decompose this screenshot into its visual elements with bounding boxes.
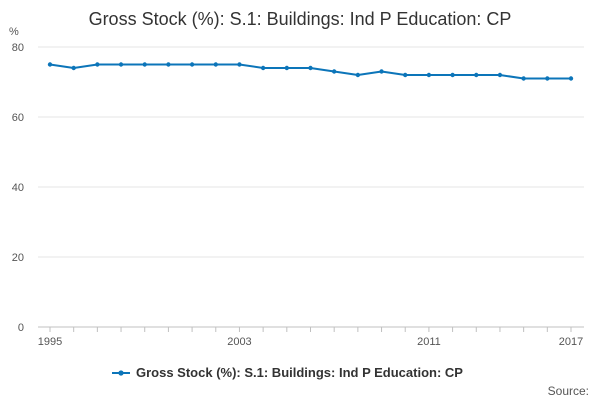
data-point-2009[interactable]	[379, 69, 384, 74]
data-point-2013[interactable]	[474, 72, 479, 78]
data-point-2007[interactable]	[331, 69, 337, 74]
data-point-2002[interactable]	[213, 62, 218, 67]
data-point-1995[interactable]	[47, 62, 53, 67]
y-tick-label-0: 0	[18, 322, 24, 334]
data-point-2004[interactable]	[260, 65, 266, 71]
data-point-1996[interactable]	[71, 65, 76, 71]
data-point-2005[interactable]	[284, 65, 290, 71]
data-point-2000[interactable]	[166, 62, 171, 67]
data-point-2011[interactable]	[426, 72, 432, 78]
x-tick-label-1995: 1995	[38, 336, 62, 348]
x-tick-label-2017: 2017	[559, 336, 583, 348]
data-point-2008[interactable]	[355, 72, 361, 78]
x-tick-label-2003: 2003	[227, 336, 251, 348]
data-point-2014[interactable]	[497, 72, 503, 78]
source-label: Source:	[548, 384, 589, 398]
data-point-2012[interactable]	[450, 72, 455, 78]
data-point-1997[interactable]	[95, 62, 100, 67]
data-point-2003[interactable]	[237, 62, 242, 67]
y-tick-label-80: 80	[12, 42, 24, 54]
legend-point-marker	[118, 370, 124, 376]
data-point-2016[interactable]	[545, 76, 550, 81]
data-point-2015[interactable]	[521, 76, 526, 81]
data-point-2017[interactable]	[568, 76, 574, 81]
legend-series-label: Gross Stock (%): S.1: Buildings: Ind P E…	[136, 365, 463, 380]
legend[interactable]: Gross Stock (%): S.1: Buildings: Ind P E…	[112, 365, 463, 380]
data-point-2001[interactable]	[189, 62, 195, 67]
data-point-1998[interactable]	[118, 62, 124, 67]
axes: 0 20 40 60 80 1995 2003 2011 2017	[12, 42, 584, 348]
x-tick-label-2011: 2011	[417, 336, 441, 348]
series-group	[47, 62, 574, 81]
y-axis-label: %	[9, 26, 19, 38]
data-point-2010[interactable]	[403, 72, 408, 78]
grid-lines	[38, 46, 584, 258]
y-tick-label-40: 40	[12, 182, 24, 194]
y-tick-label-20: 20	[12, 252, 24, 264]
data-point-2006[interactable]	[308, 65, 313, 71]
data-point-1999[interactable]	[142, 62, 147, 67]
chart-title: Gross Stock (%): S.1: Buildings: Ind P E…	[89, 9, 512, 29]
y-tick-label-60: 60	[12, 112, 24, 124]
